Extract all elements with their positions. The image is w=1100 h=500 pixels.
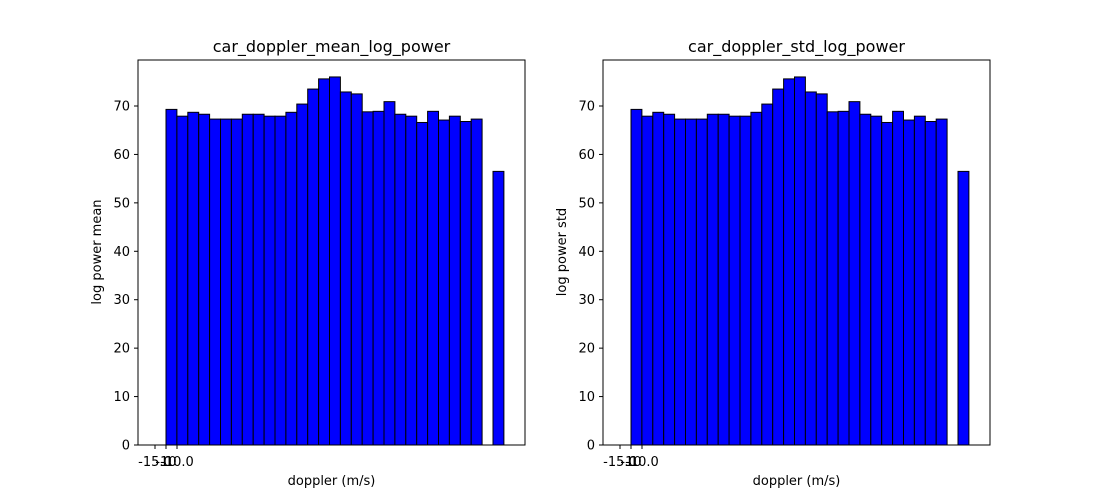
right-bar [685, 118, 697, 446]
right-bar [935, 118, 948, 446]
left-bar [459, 121, 472, 446]
left-bar [416, 121, 429, 446]
left-y-axis-label: log power mean [90, 199, 105, 304]
right-bar [859, 113, 872, 446]
right-bar [761, 103, 774, 446]
left-bar [383, 101, 396, 446]
left-bar [209, 118, 222, 446]
right-axes-frame [602, 59, 991, 446]
right-bar [630, 108, 643, 446]
left-chart-panel: 0 10 20 30 40 50 60 70 -15.0-10-10.0 car_dopple… [90, 37, 526, 489]
left-x-ticks: -15.0-10-10.0 [138, 445, 194, 470]
left-y-tick-label: 70 [113, 100, 130, 115]
left-bar [329, 76, 341, 446]
right-bar [728, 115, 741, 446]
left-chart-title: car_doppler_mean_log_power [213, 37, 451, 57]
right-bar [826, 111, 839, 446]
right-bar [641, 115, 654, 446]
right-bars [630, 76, 970, 446]
right-y-tick-label: 50 [578, 196, 595, 211]
left-x-tick-label: -10 [155, 455, 176, 470]
left-bars [165, 76, 505, 446]
right-bar [663, 113, 676, 446]
right-y-tick-label: 40 [578, 245, 595, 260]
left-bar [307, 88, 320, 446]
right-x-ticks: -15.0-10-10.0 [603, 445, 659, 470]
right-bar [848, 101, 861, 446]
right-bar [750, 111, 763, 446]
right-bar [815, 93, 828, 446]
right-bar [804, 91, 817, 446]
right-y-tick-label: 30 [578, 293, 595, 308]
left-bar [427, 110, 440, 446]
left-y-tick-label: 40 [113, 245, 130, 260]
left-bar [241, 113, 254, 446]
right-bar [739, 115, 752, 446]
left-bar [187, 111, 200, 446]
left-bar [492, 170, 505, 446]
left-bar [285, 111, 298, 446]
right-y-tick-label: 60 [578, 148, 595, 163]
left-bar [165, 108, 178, 446]
left-bar [438, 119, 450, 446]
right-y-tick-label: 10 [578, 390, 595, 405]
right-x-tick-label: -10 [620, 455, 641, 470]
left-bar [220, 118, 232, 446]
right-y-tick-label: 20 [578, 342, 595, 357]
right-y-ticks: 0 10 20 30 40 50 60 70 [578, 100, 603, 454]
left-bar [470, 118, 483, 446]
right-x-tick-label: -15.0 [603, 455, 637, 470]
left-bar [274, 115, 287, 446]
left-bar [318, 78, 331, 446]
right-bar [674, 118, 686, 446]
right-bar [903, 119, 915, 446]
right-y-tick-label: 0 [587, 439, 595, 454]
left-y-tick-label: 20 [113, 342, 130, 357]
left-bar [263, 115, 276, 446]
right-bar [837, 110, 850, 446]
left-bar [296, 103, 309, 446]
left-bar [230, 118, 243, 446]
right-bar [913, 115, 926, 446]
right-chart-panel: 0 10 20 30 40 50 60 70 -15.0-10-10.0 car_dopple… [555, 37, 991, 489]
left-y-tick-label: 30 [113, 293, 130, 308]
left-bar [405, 115, 418, 446]
left-bar [252, 113, 265, 446]
right-bar [783, 78, 795, 446]
left-y-tick-label: 50 [113, 196, 130, 211]
left-bar [448, 115, 461, 446]
right-bar [772, 88, 785, 446]
left-bar [339, 91, 352, 446]
right-bar [652, 111, 665, 446]
right-y-tick-label: 70 [578, 100, 595, 115]
right-y-axis-label: log power std [555, 208, 570, 296]
right-bar [695, 118, 708, 446]
left-bar [361, 111, 374, 446]
right-chart-title: car_doppler_std_log_power [688, 37, 905, 57]
right-bar [717, 113, 730, 446]
right-bar [924, 121, 937, 446]
left-axes-frame [137, 59, 526, 446]
left-y-tick-label: 0 [122, 439, 130, 454]
left-bar [350, 93, 363, 446]
right-bar [957, 170, 970, 446]
left-bar [394, 113, 407, 446]
left-bar [198, 113, 211, 446]
left-x-tick-label: -10.0 [160, 455, 194, 470]
right-bar [794, 76, 806, 446]
right-x-axis-label: doppler (m/s) [753, 474, 841, 489]
left-x-tick-label: -15.0 [138, 455, 172, 470]
right-x-tick-label: -10.0 [625, 455, 659, 470]
left-y-tick-label: 60 [113, 148, 130, 163]
right-bar [892, 110, 904, 446]
left-bar [372, 110, 385, 446]
right-bar [870, 115, 883, 446]
right-bar [706, 113, 719, 446]
left-bar [176, 115, 189, 446]
right-bar [881, 121, 894, 446]
left-x-axis-label: doppler (m/s) [288, 474, 376, 489]
left-y-tick-label: 10 [113, 390, 130, 405]
left-y-ticks: 0 10 20 30 40 50 60 70 [113, 100, 138, 454]
